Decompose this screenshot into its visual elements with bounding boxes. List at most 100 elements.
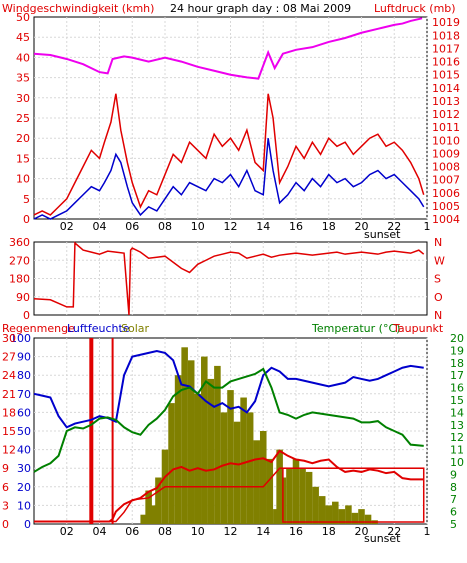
y-right-tick-label: 1009 <box>432 147 460 160</box>
wind-pressure-axes: 0510152025303540455010041005100610071008… <box>16 11 460 233</box>
humidity-tick-label: 40 <box>17 444 31 457</box>
temperature-line <box>33 367 424 473</box>
x-tick-label: 12 <box>224 525 238 538</box>
solar-bar <box>155 477 162 524</box>
y-right-tick-label: 1010 <box>432 134 460 147</box>
rain-tick-label: 30 <box>2 332 16 345</box>
x-tick-label: 1 <box>424 220 431 233</box>
y-left-tick-label: 180 <box>9 273 30 286</box>
rain-tick-label: 27 <box>2 351 16 364</box>
wind-title: Windgeschwindigkeit (kmh) <box>2 2 154 15</box>
solar-bar <box>140 514 147 524</box>
x-tick-label: 16 <box>289 525 303 538</box>
y-right-tick-label: 1015 <box>432 69 460 82</box>
y-right-tick-label: 1008 <box>432 161 460 174</box>
y-right-tick-label: 1019 <box>432 16 460 29</box>
y-right-tick-label: 1007 <box>432 174 460 187</box>
solar-bar <box>220 412 228 524</box>
dewpoint-line <box>34 449 424 523</box>
direction-label: N <box>434 309 442 322</box>
wind-direction-grid <box>34 242 427 315</box>
humidity-tick-label: 20 <box>17 481 31 494</box>
wind-speed-line <box>33 138 425 220</box>
wind-direction-axes: 360 N 270 W 180 S 90 O 0 N <box>9 236 445 322</box>
pressure-line <box>33 17 423 80</box>
graph-title: 24 hour graph day : 08 Mai 2009 <box>170 2 351 15</box>
solar-bar <box>233 421 241 524</box>
y-left-tick-label: 45 <box>16 31 30 44</box>
gust-line <box>33 93 425 216</box>
humidity-tick-label: 30 <box>17 462 31 475</box>
humidity-tick-label: 0 <box>24 518 31 531</box>
x-tick-label: 14 <box>256 220 270 233</box>
solar-bar <box>358 509 365 524</box>
y-left-tick-label: 5 <box>23 193 30 206</box>
x-tick-label: 1 <box>424 525 431 538</box>
solar-bar <box>181 347 188 524</box>
solar-bar <box>201 356 208 524</box>
solar-bar <box>351 512 359 524</box>
y-right-tick-label: 1012 <box>432 108 460 121</box>
pressure-title: Luftdruck (mb) <box>374 2 456 15</box>
x-tick-label: 18 <box>322 525 336 538</box>
sunset-label-top: sunset <box>364 228 401 241</box>
solar-bar <box>259 431 267 524</box>
y-left-tick-label: 50 <box>16 11 30 24</box>
solar-bar <box>325 505 333 524</box>
solar-bar <box>187 360 195 524</box>
x-tick-label: 12 <box>224 220 238 233</box>
solar-bar <box>286 468 293 524</box>
y-right-tick-label: 1006 <box>432 187 460 200</box>
temperature-tick-label: 17 <box>450 369 464 382</box>
x-tick-label: 08 <box>158 525 172 538</box>
rain-marker-bar <box>89 338 94 524</box>
x-tick-label: 02 <box>60 525 74 538</box>
direction-label: N <box>434 236 442 249</box>
y-right-tick-label: 1018 <box>432 29 460 42</box>
solar-bar <box>168 403 175 524</box>
y-right-tick-label: 1011 <box>432 121 460 134</box>
solar-bar <box>253 440 260 524</box>
solar-bar <box>214 365 221 524</box>
solar-bar <box>299 468 306 524</box>
y-right-tick-label: 1014 <box>432 82 460 95</box>
solar-bar <box>207 378 215 524</box>
x-tick-label: 06 <box>125 220 139 233</box>
x-tick-label: 08 <box>158 220 172 233</box>
temperature-tick-label: 6 <box>450 506 457 519</box>
direction-label: S <box>434 273 441 286</box>
solar-bar <box>318 496 326 524</box>
solar-bar <box>345 505 352 524</box>
direction-label: W <box>434 254 445 267</box>
y-right-tick-label: 1016 <box>432 56 460 69</box>
rain-temp-marks <box>33 338 425 524</box>
y-left-tick-label: 270 <box>9 254 30 267</box>
y-left-tick-label: 35 <box>16 72 30 85</box>
rain-marker-bar <box>111 338 114 524</box>
x-tick-label: 20 <box>355 220 369 233</box>
y-left-tick-label: 25 <box>16 112 30 125</box>
humidity-line <box>33 349 424 429</box>
x-tick-label: 04 <box>93 525 107 538</box>
temperature-tick-label: 9 <box>450 468 457 481</box>
rain-tick-label: 0 <box>2 518 9 531</box>
rain-tick-label: 18 <box>2 406 16 419</box>
y-left-tick-label: 10 <box>16 173 30 186</box>
y-right-tick-label: 1017 <box>432 42 460 55</box>
humidity-tick-label: 50 <box>17 425 31 438</box>
y-left-tick-label: 40 <box>16 51 30 64</box>
y-left-tick-label: 0 <box>23 309 30 322</box>
rain-tick-label: 12 <box>2 444 16 457</box>
solar-bar <box>312 486 319 524</box>
temperature-tick-label: 20 <box>450 332 464 345</box>
y-right-tick-label: 1013 <box>432 95 460 108</box>
y-left-tick-label: 0 <box>23 213 30 226</box>
temperature-tick-label: 5 <box>450 518 457 531</box>
solar-bar <box>364 514 372 524</box>
direction-label: O <box>434 291 443 304</box>
x-tick-label: 18 <box>322 220 336 233</box>
y-left-tick-label: 90 <box>16 291 30 304</box>
x-tick-label: 10 <box>191 525 205 538</box>
dewpoint-title: Taupunkt <box>392 322 444 335</box>
rain-title: Regenmenge <box>2 322 75 335</box>
